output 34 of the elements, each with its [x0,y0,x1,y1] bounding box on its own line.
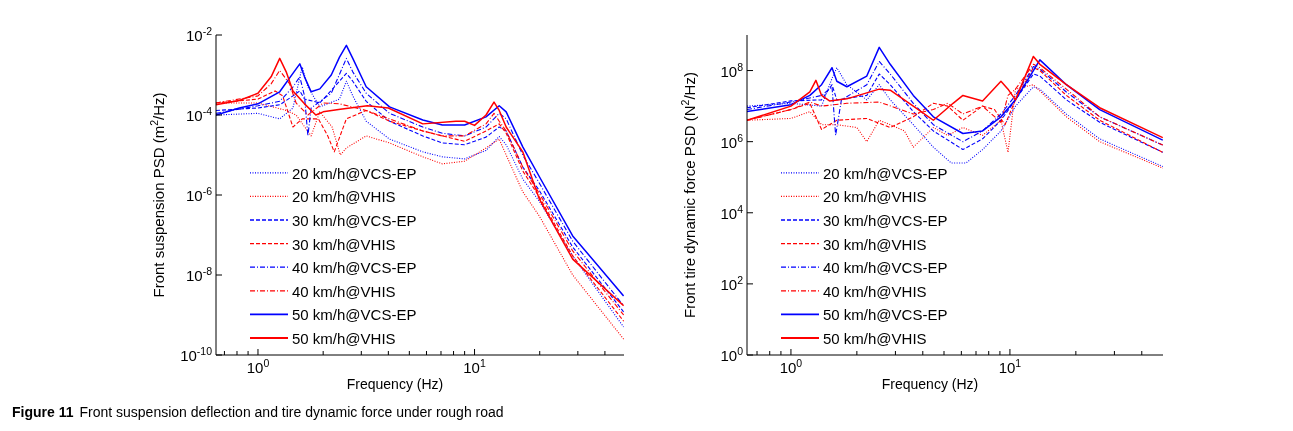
y-tick-label: 10$^{8}$ [720,60,744,80]
legend-label: 50 km/h@VCS-EP [823,306,948,324]
y-tick-label: 10$^{4}$ [720,202,744,222]
y-tick-label: 10$^{-2}$ [185,25,213,44]
legend-label: 20 km/h@VCS-EP [823,164,948,182]
y-tick-label: 10$^{-8}$ [185,265,213,284]
legend-label: 50 km/h@VCS-EP [292,306,417,324]
legend-label: 40 km/h@VHIS [823,282,927,300]
y-tick-label: 10$^{0}$ [720,345,744,364]
y-tick-label: 10$^{2}$ [720,273,744,293]
text: Front suspension deflection and tire dynamic force under rough road [79,404,504,420]
y-tick-label: 10$^{-4}$ [185,105,213,124]
x-axis-title: Frequency (Hz) [346,376,444,393]
legend-label: 30 km/h@VCS-EP [292,212,417,229]
x-tick-label: 10$^{1}$ [463,357,486,376]
legend-label: 20 km/h@VHIS [823,188,927,206]
caption: Figure 11 [12,404,74,420]
x-tick-label: 10$^{1}$ [998,357,1022,376]
y-tick-label: 10$^{-10}$ [180,345,213,364]
legend-label: 50 km/h@VHIS [823,330,927,347]
legend-label: 20 km/h@VHIS [292,188,396,206]
x-axis-title: Frequency (Hz) [881,376,979,393]
y-tick-label: 10$^{6}$ [720,131,744,151]
y-tick-label: 10$^{-6}$ [185,185,213,204]
legend-label: 30 km/h@VHIS [292,235,396,253]
legend-label: 40 km/h@VCS-EP [292,259,417,277]
legend-label: 20 km/h@VCS-EP [292,164,417,182]
x-tick-label: 10$^{0}$ [779,357,803,376]
legend-label: 40 km/h@VHIS [292,282,396,300]
x-tick-label: 10$^{0}$ [246,357,270,376]
legend-label: 30 km/h@VCS-EP [823,212,948,229]
legend-label: 50 km/h@VHIS [292,330,396,347]
legend-label: 30 km/h@VHIS [823,235,927,253]
legend-label: 40 km/h@VCS-EP [823,259,948,277]
